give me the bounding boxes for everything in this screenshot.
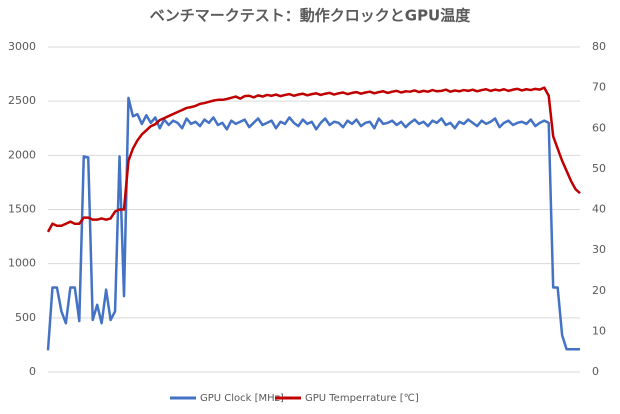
- y-tick-label: 1500: [8, 203, 36, 216]
- y2-tick-label: 30: [592, 243, 606, 256]
- series-line: [46, 96, 580, 351]
- legend-label: GPU Clock [MHz]: [200, 393, 284, 404]
- y2-tick-label: 50: [592, 162, 606, 175]
- y2-tick-label: 60: [592, 121, 606, 134]
- y-tick-label: 2500: [8, 94, 36, 107]
- y2-tick-label: 10: [592, 324, 606, 337]
- y-tick-label: 1000: [8, 257, 36, 270]
- chart-title: ベンチマークテスト：動作クロックとGPU温度: [150, 7, 471, 25]
- series-line: [46, 86, 581, 233]
- y-tick-label: 2000: [8, 148, 36, 161]
- y-tick-label: 3000: [8, 40, 36, 53]
- y-tick-label: 500: [15, 311, 36, 324]
- y2-tick-label: 40: [592, 203, 606, 216]
- y2-tick-label: 70: [592, 81, 606, 94]
- y2-tick-label: 0: [592, 365, 599, 378]
- y2-tick-label: 20: [592, 284, 606, 297]
- y-tick-label: 0: [29, 365, 36, 378]
- y2-tick-label: 80: [592, 40, 606, 53]
- legend-label: GPU Temperrature [℃]: [305, 393, 419, 404]
